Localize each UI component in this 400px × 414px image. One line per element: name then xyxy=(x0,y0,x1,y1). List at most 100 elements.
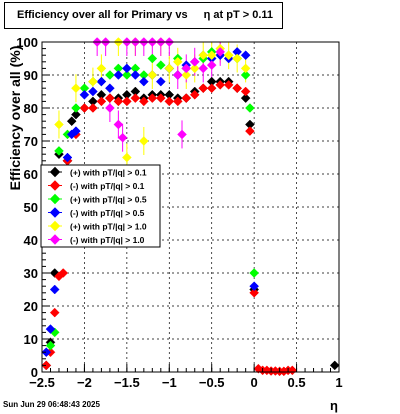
legend-entry: (+) with pT/|q| > 0.5 xyxy=(70,195,147,205)
data-point xyxy=(189,63,200,74)
legend-marker xyxy=(49,166,61,178)
data-point xyxy=(240,86,251,97)
data-point xyxy=(245,126,255,136)
data-point xyxy=(177,129,187,140)
data-point xyxy=(130,93,141,103)
y-tick-label: 100 xyxy=(16,35,38,50)
data-point xyxy=(172,96,183,107)
tick-labels: −2.5 −2 −1.5 −1 −0.5 0 0.5 10102030405060708090… xyxy=(16,35,342,390)
data-point xyxy=(79,89,90,100)
data-point xyxy=(240,93,251,103)
data-point xyxy=(138,76,149,87)
data-point xyxy=(287,365,298,376)
data-point xyxy=(164,96,175,107)
x-tick-label: −0.5 xyxy=(199,375,225,390)
data-point xyxy=(206,83,217,94)
data-point xyxy=(122,96,132,107)
legend-entry: (+) with pT/|q| > 0.1 xyxy=(70,168,147,178)
data-point xyxy=(113,70,124,80)
data-point xyxy=(45,324,56,334)
legend-marker xyxy=(49,220,61,232)
data-point xyxy=(198,63,209,74)
data-point xyxy=(138,96,149,107)
data-point xyxy=(79,103,90,113)
y-tick-label: 40 xyxy=(24,233,38,248)
y-tick-label: 0 xyxy=(31,365,38,380)
data-point xyxy=(147,93,158,103)
y-tick-label: 90 xyxy=(24,68,38,83)
legend-entry: (-) with pT/|q| > 0.1 xyxy=(70,181,145,191)
data-point xyxy=(96,76,107,87)
y-tick-label: 50 xyxy=(24,200,38,215)
data-point xyxy=(54,146,64,156)
data-point xyxy=(245,103,255,113)
data-point xyxy=(105,70,115,80)
chart-title: Efficiency over all for Primary vs η at p… xyxy=(4,2,283,29)
data-point xyxy=(113,96,124,107)
data-point xyxy=(206,50,217,61)
data-point xyxy=(147,70,158,80)
data-point xyxy=(130,70,141,80)
x-tick-label: 1 xyxy=(335,375,342,390)
legend-entry: (-) with pT/|q| > 1.0 xyxy=(70,235,145,245)
eta-symbol: η xyxy=(203,9,211,21)
data-point xyxy=(122,152,132,163)
data-point xyxy=(189,56,200,67)
data-point xyxy=(96,63,107,74)
legend: (+) with pT/|q| > 0.1 (-) with pT/|q| > 0… xyxy=(40,164,161,248)
data-point xyxy=(232,83,243,94)
legend-entry: (+) with pT/|q| > 1.0 xyxy=(70,222,147,232)
data-point xyxy=(249,268,259,278)
data-point xyxy=(215,80,226,90)
data-point xyxy=(181,93,192,103)
data-point xyxy=(105,93,115,103)
data-point xyxy=(172,70,183,80)
data-point xyxy=(240,70,251,80)
data-point xyxy=(122,63,132,74)
x-tick-label: 0.5 xyxy=(288,375,306,390)
data-point xyxy=(232,53,243,64)
data-point xyxy=(155,76,166,87)
data-point xyxy=(198,83,209,94)
data-point xyxy=(41,347,52,358)
data-point xyxy=(113,119,124,130)
data-point xyxy=(189,89,200,100)
x-tick-label: −2.5 xyxy=(29,375,55,390)
data-point xyxy=(172,56,183,67)
x-tick-label: 0 xyxy=(251,375,258,390)
y-axis-label: Efficiency over all (%) xyxy=(7,46,23,191)
legend-marker xyxy=(49,234,61,245)
data-point xyxy=(215,47,226,57)
data-point xyxy=(62,152,73,163)
data-point xyxy=(71,109,81,120)
timestamp: Sun Jun 29 06:48:43 2025 xyxy=(3,400,100,409)
data-point xyxy=(155,93,166,103)
data-point xyxy=(45,340,56,351)
data-point xyxy=(66,116,77,127)
legend-box xyxy=(40,164,161,248)
chart-title-prefix: Efficiency over all for Primary vs xyxy=(17,9,188,21)
legend-marker xyxy=(49,180,61,191)
data-point xyxy=(147,53,158,64)
y-tick-label: 60 xyxy=(24,167,38,182)
data-point xyxy=(105,83,115,94)
data-point xyxy=(41,360,52,371)
data-point xyxy=(164,63,175,74)
data-point xyxy=(49,284,60,295)
x-tick-label: −1 xyxy=(162,375,177,390)
data-point xyxy=(54,119,64,130)
y-tick-label: 20 xyxy=(24,299,38,314)
data-point xyxy=(71,83,81,94)
data-point xyxy=(249,281,259,292)
y-tick-label: 70 xyxy=(24,134,38,149)
data-point xyxy=(49,307,60,318)
data-point xyxy=(206,60,217,70)
data-point xyxy=(223,50,234,61)
data-point xyxy=(105,103,115,113)
data-point xyxy=(122,70,132,80)
data-markers xyxy=(41,37,340,377)
chart-title-suffix: at pT > 0.11 xyxy=(213,9,274,21)
x-tick-label: −2 xyxy=(77,375,92,390)
y-tick-label: 10 xyxy=(24,332,38,347)
data-point xyxy=(88,76,98,87)
